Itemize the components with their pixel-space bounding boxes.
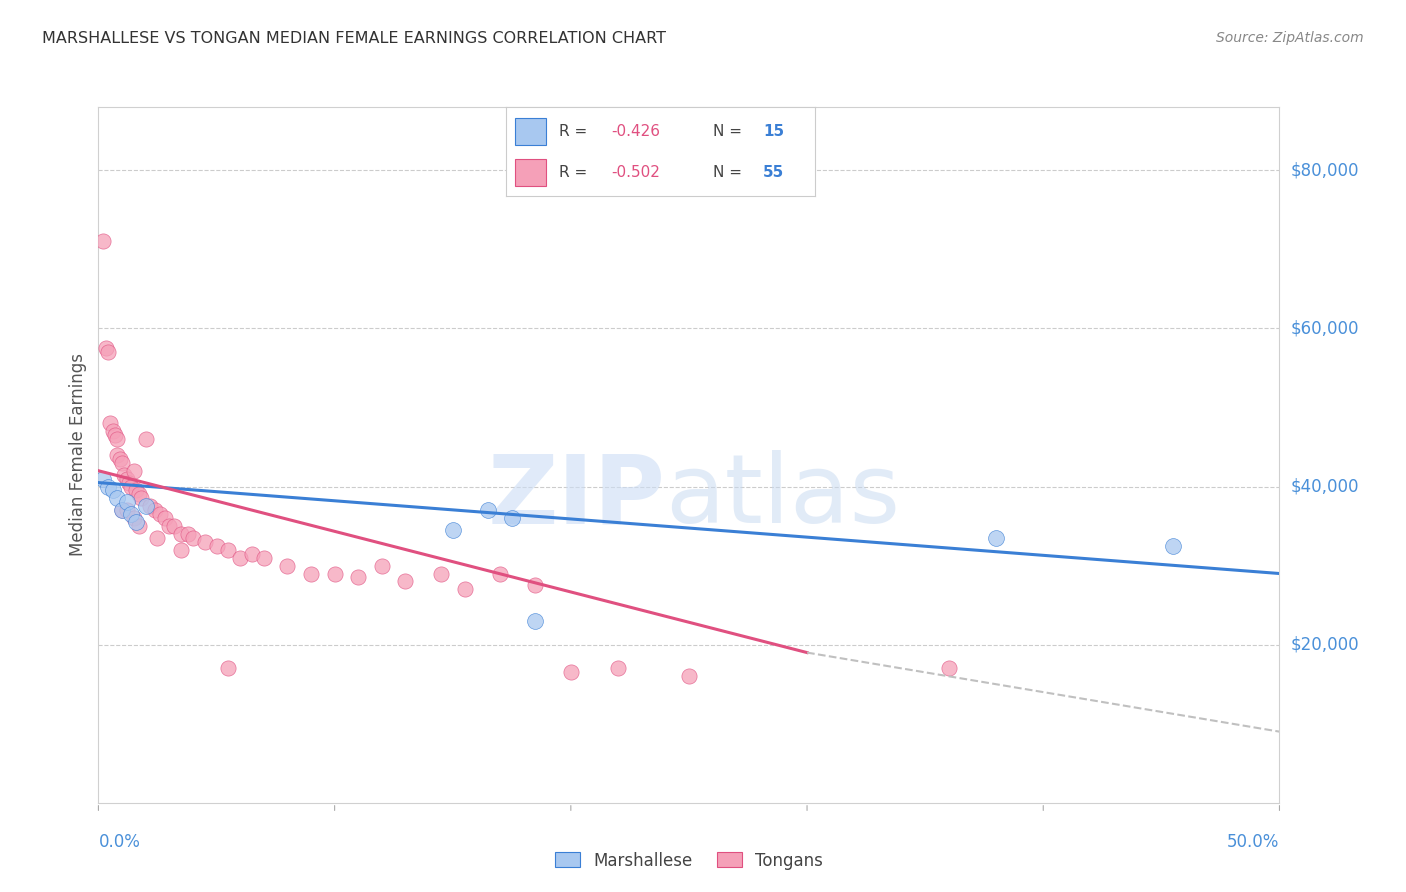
FancyBboxPatch shape: [516, 159, 547, 186]
Text: $40,000: $40,000: [1291, 477, 1360, 496]
Point: [118, 475, 141, 490]
Point: [121, 507, 143, 521]
Text: 50.0%: 50.0%: [1227, 833, 1279, 851]
Point: [135, 432, 157, 446]
Point: [98, 417, 121, 431]
Point: [153, 511, 176, 525]
Point: [97, 345, 120, 359]
Point: [394, 574, 416, 589]
Text: N =: N =: [713, 165, 747, 179]
Point: [108, 451, 131, 466]
Point: [253, 550, 276, 565]
Text: $80,000: $80,000: [1291, 161, 1360, 179]
Point: [111, 503, 134, 517]
Point: [323, 566, 346, 581]
Point: [477, 503, 499, 517]
Text: 0.0%: 0.0%: [98, 833, 141, 851]
Point: [101, 483, 124, 498]
Point: [205, 539, 228, 553]
Point: [97, 479, 120, 493]
Point: [157, 519, 180, 533]
Point: [177, 527, 200, 541]
Point: [170, 527, 193, 541]
Point: [91, 472, 114, 486]
Point: [524, 614, 547, 628]
Text: atlas: atlas: [665, 450, 900, 543]
Text: -0.502: -0.502: [612, 165, 661, 179]
Point: [1161, 539, 1184, 553]
Point: [143, 503, 166, 517]
Point: [115, 472, 138, 486]
Point: [240, 547, 263, 561]
Point: [149, 507, 172, 521]
Point: [91, 235, 114, 249]
Point: [128, 519, 150, 533]
Y-axis label: Median Female Earnings: Median Female Earnings: [69, 353, 87, 557]
Text: 15: 15: [763, 124, 785, 138]
Point: [560, 665, 582, 680]
Point: [938, 661, 960, 675]
Point: [678, 669, 700, 683]
Point: [217, 542, 239, 557]
Text: $60,000: $60,000: [1291, 319, 1360, 337]
Point: [489, 566, 512, 581]
Point: [453, 582, 475, 597]
Point: [128, 487, 150, 501]
Point: [121, 479, 143, 493]
Point: [111, 503, 134, 517]
Legend: Marshallese, Tongans: Marshallese, Tongans: [546, 843, 832, 878]
Point: [607, 661, 630, 675]
Point: [104, 428, 127, 442]
Point: [115, 495, 138, 509]
Point: [122, 464, 145, 478]
Point: [129, 491, 152, 506]
Point: [194, 535, 217, 549]
Text: $20,000: $20,000: [1291, 636, 1360, 654]
Point: [115, 503, 138, 517]
Point: [139, 500, 162, 514]
Point: [163, 519, 186, 533]
Text: R =: R =: [558, 165, 592, 179]
Point: [441, 523, 464, 537]
Text: R =: R =: [558, 124, 592, 138]
Text: ZIP: ZIP: [488, 450, 665, 543]
Point: [371, 558, 394, 573]
Text: 55: 55: [763, 165, 785, 179]
Point: [135, 500, 157, 514]
Point: [105, 491, 128, 506]
Point: [105, 432, 128, 446]
Text: Source: ZipAtlas.com: Source: ZipAtlas.com: [1216, 31, 1364, 45]
FancyBboxPatch shape: [516, 118, 547, 145]
Point: [125, 515, 148, 529]
Point: [122, 511, 145, 525]
Point: [125, 483, 148, 498]
Point: [146, 531, 169, 545]
Point: [111, 456, 134, 470]
Point: [217, 661, 239, 675]
Point: [524, 578, 547, 592]
Point: [112, 467, 135, 482]
Point: [101, 424, 124, 438]
Text: -0.426: -0.426: [612, 124, 661, 138]
Text: MARSHALLESE VS TONGAN MEDIAN FEMALE EARNINGS CORRELATION CHART: MARSHALLESE VS TONGAN MEDIAN FEMALE EARN…: [42, 31, 666, 46]
Point: [229, 550, 252, 565]
Point: [94, 341, 117, 355]
Point: [430, 566, 453, 581]
Point: [170, 542, 193, 557]
Text: N =: N =: [713, 124, 747, 138]
Point: [501, 511, 523, 525]
Point: [105, 448, 128, 462]
Point: [347, 570, 370, 584]
Point: [984, 531, 1007, 545]
Point: [299, 566, 322, 581]
Point: [181, 531, 204, 545]
Point: [276, 558, 298, 573]
